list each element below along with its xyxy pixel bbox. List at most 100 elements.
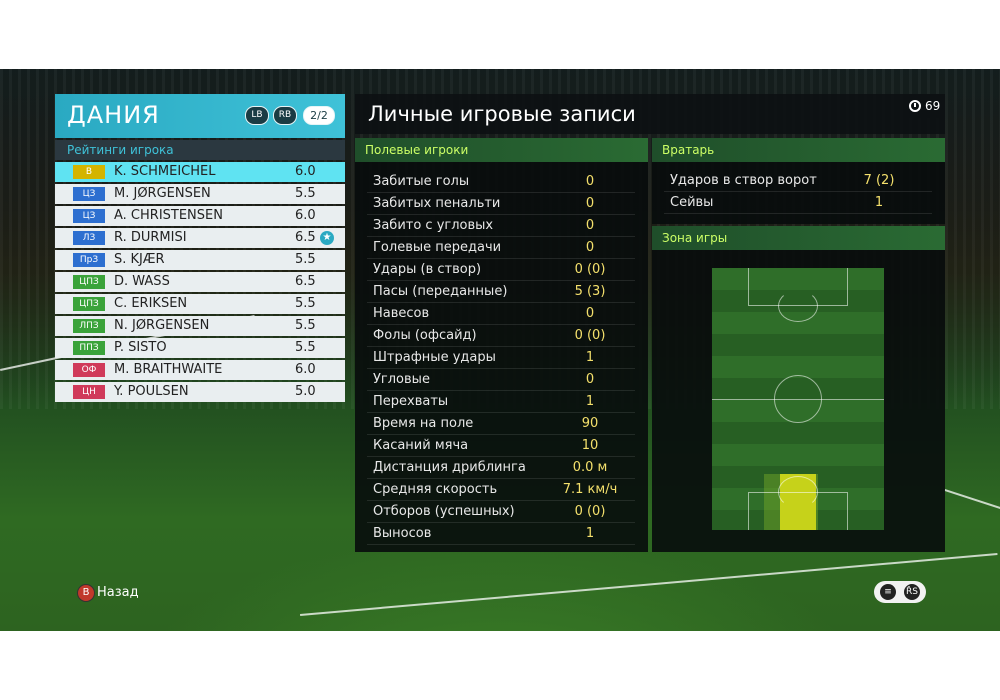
stat-value: 0 (0) xyxy=(574,328,606,343)
position-badge: ЦЗ xyxy=(73,209,105,223)
page-title: Личные игровые записи xyxy=(368,102,636,126)
player-rating: 6.5 xyxy=(295,274,316,289)
gk-stat-row: Ударов в створ ворот 7 (2) xyxy=(664,170,932,192)
stat-label: Фолы (офсайд) xyxy=(373,328,477,343)
player-ratings-panel: ДАНИЯ LB RB 2/2 Рейтинги игрока В K. SCHM… xyxy=(55,94,345,402)
stat-value: 0 xyxy=(585,372,595,387)
rb-button-icon[interactable]: RB xyxy=(273,106,297,125)
penalty-arc-bottom xyxy=(778,476,818,508)
stat-row: Забито с угловых 0 xyxy=(367,215,635,237)
gk-stat-row: Сейвы 1 xyxy=(664,192,932,214)
stat-label: Штрафные удары xyxy=(373,350,496,365)
stat-label: Касаний мяча xyxy=(373,438,469,453)
clock-icon xyxy=(909,100,921,112)
stat-value: 90 xyxy=(581,416,599,431)
center-circle xyxy=(774,375,822,423)
player-name: S. KJÆR xyxy=(114,252,165,267)
stat-value: 0 (0) xyxy=(574,504,606,519)
player-row[interactable]: ЦЗ A. CHRISTENSEN 6.0 xyxy=(55,206,345,226)
player-name: Y. POULSEN xyxy=(114,384,189,399)
chat-icon[interactable]: ≡ xyxy=(880,584,896,600)
pitch-line xyxy=(944,489,1000,510)
player-rating: 6.0 xyxy=(295,362,316,377)
stat-value: 0.0 м xyxy=(572,460,608,475)
player-rating: 6.0 xyxy=(295,208,316,223)
stat-row: Перехваты 1 xyxy=(367,391,635,413)
stat-row: Угловые 0 xyxy=(367,369,635,391)
stat-row: Забитые голы 0 xyxy=(367,171,635,193)
stat-row: Навесов 0 xyxy=(367,303,635,325)
player-row[interactable]: ПрЗ S. KJÆR 5.5 xyxy=(55,250,345,270)
stat-row: Удары (в створ) 0 (0) xyxy=(367,259,635,281)
player-row[interactable]: ЦН Y. POULSEN 5.0 xyxy=(55,382,345,402)
player-rating: 5.5 xyxy=(295,340,316,355)
match-clock: 69 xyxy=(903,94,945,118)
stat-label: Время на поле xyxy=(373,416,474,431)
player-row[interactable]: ЦПЗ C. ERIKSEN 5.5 xyxy=(55,294,345,314)
stat-value: 0 (0) xyxy=(574,262,606,277)
position-badge: ОФ xyxy=(73,363,105,377)
clock-value: 69 xyxy=(925,99,941,113)
stat-label: Голевые передачи xyxy=(373,240,502,255)
player-row[interactable]: ЦПЗ D. WASS 6.5 xyxy=(55,272,345,292)
stat-row: Время на поле 90 xyxy=(367,413,635,435)
stat-value: 7.1 км/ч xyxy=(562,482,618,497)
stat-label: Пасы (переданные) xyxy=(373,284,508,299)
player-row[interactable]: ОФ M. BRAITHWAITE 6.0 xyxy=(55,360,345,380)
stat-value: 0 xyxy=(585,174,595,189)
stat-label: Перехваты xyxy=(373,394,449,409)
position-badge: ПрЗ xyxy=(73,253,105,267)
player-row[interactable]: ППЗ P. SISTO 5.5 xyxy=(55,338,345,358)
stat-label: Выносов xyxy=(373,526,432,541)
gk-stat-label: Ударов в створ ворот xyxy=(670,173,817,188)
stat-row: Штрафные удары 1 xyxy=(367,347,635,369)
field-stats-header: Полевые игроки xyxy=(355,138,648,162)
stat-row: Дистанция дриблинга 0.0 м xyxy=(367,457,635,479)
position-badge: ЛПЗ xyxy=(73,319,105,333)
stat-label: Забитых пенальти xyxy=(373,196,501,211)
player-row[interactable]: ЛПЗ N. JØRGENSEN 5.5 xyxy=(55,316,345,336)
gk-stat-value: 1 xyxy=(874,195,884,210)
stat-row: Средняя скорость 7.1 км/ч xyxy=(367,479,635,501)
stat-value: 0 xyxy=(585,196,595,211)
stat-value: 0 xyxy=(585,240,595,255)
stat-value: 1 xyxy=(585,394,595,409)
rs-icon[interactable]: R̂S xyxy=(904,584,920,600)
back-label: Назад xyxy=(97,585,139,600)
title-bar: Личные игровые записи 69 xyxy=(355,94,945,134)
position-badge: ППЗ xyxy=(73,341,105,355)
stat-value: 0 xyxy=(585,218,595,233)
mini-pitch-heatmap xyxy=(712,268,884,530)
stat-label: Дистанция дриблинга xyxy=(373,460,526,475)
play-zone: Зона игры xyxy=(652,226,945,552)
position-badge: ЦПЗ xyxy=(73,297,105,311)
player-name: P. SISTO xyxy=(114,340,167,355)
team-name: ДАНИЯ xyxy=(67,101,160,129)
team-header: ДАНИЯ LB RB 2/2 xyxy=(55,94,345,138)
stat-row: Выносов 1 xyxy=(367,523,635,545)
player-rating: 5.5 xyxy=(295,186,316,201)
player-rating: 5.5 xyxy=(295,318,316,333)
player-rating: 5.0 xyxy=(295,384,316,399)
player-name: M. BRAITHWAITE xyxy=(114,362,223,377)
player-row[interactable]: ЦЗ M. JØRGENSEN 5.5 xyxy=(55,184,345,204)
stat-label: Отборов (успешных) xyxy=(373,504,515,519)
stat-value: 5 (3) xyxy=(574,284,606,299)
player-row[interactable]: ЛЗ R. DURMISI 6.5 ★ xyxy=(55,228,345,248)
stat-label: Забито с угловых xyxy=(373,218,494,233)
lb-button-icon[interactable]: LB xyxy=(245,106,269,125)
stat-value: 1 xyxy=(585,350,595,365)
stat-value: 0 xyxy=(585,306,595,321)
stat-label: Удары (в створ) xyxy=(373,262,482,277)
stat-row: Голевые передачи 0 xyxy=(367,237,635,259)
player-name: R. DURMISI xyxy=(114,230,187,245)
player-name: K. SCHMEICHEL xyxy=(114,164,216,179)
gk-stat-value: 7 (2) xyxy=(863,173,895,188)
position-badge: ЛЗ xyxy=(73,231,105,245)
stat-label: Навесов xyxy=(373,306,430,321)
stat-value: 10 xyxy=(581,438,599,453)
b-button-icon: B xyxy=(77,584,95,602)
player-row[interactable]: В K. SCHMEICHEL 6.0 xyxy=(55,162,345,182)
star-icon: ★ xyxy=(320,231,334,245)
position-badge: ЦН xyxy=(73,385,105,399)
